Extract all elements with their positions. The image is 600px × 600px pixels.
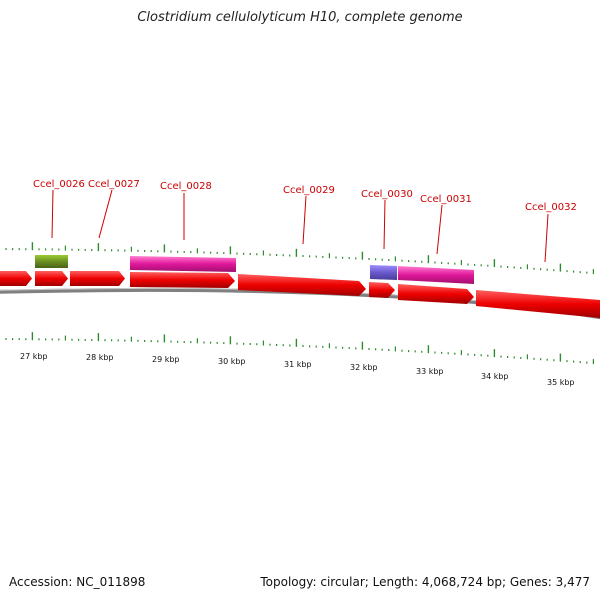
cds-arrow[interactable] [238, 274, 366, 296]
scale-label: 34 kbp [481, 372, 509, 381]
magenta-feature-block[interactable] [398, 266, 474, 284]
scale-label: 29 kbp [152, 355, 180, 364]
cds-arrow[interactable] [130, 272, 235, 288]
forward-strand-genes [0, 271, 600, 318]
gene-label[interactable]: Ccel_0031 [420, 194, 472, 205]
scale-label: 31 kbp [284, 360, 312, 369]
gene-leader-lines [51, 189, 549, 263]
cds-arrow[interactable] [369, 282, 395, 298]
purple-feature-block[interactable] [370, 265, 397, 280]
magenta-feature-block[interactable] [130, 256, 236, 272]
scale-label: 33 kbp [416, 367, 444, 376]
cds-arrow[interactable] [398, 284, 474, 304]
gene-labels: Ccel_0026 Ccel_0027 Ccel_0028 Ccel_0029 … [33, 179, 577, 213]
cds-arrow[interactable] [0, 271, 32, 286]
scale-label: 28 kbp [86, 353, 114, 362]
map-title: Clostridium cellulolyticum H10, complete… [137, 10, 463, 25]
accession-text: Accession: NC_011898 [9, 575, 146, 589]
scale-label: 27 kbp [20, 352, 48, 361]
gene-label[interactable]: Ccel_0027 [88, 179, 140, 190]
cds-arrow[interactable] [476, 290, 600, 318]
feature-blocks [35, 255, 474, 284]
gene-label[interactable]: Ccel_0032 [525, 202, 577, 213]
scale-label: 35 kbp [547, 378, 575, 387]
scale-label: 30 kbp [218, 357, 246, 366]
olive-feature-block[interactable] [35, 255, 68, 268]
gene-label[interactable]: Ccel_0026 [33, 179, 85, 190]
gene-label[interactable]: Ccel_0030 [361, 189, 413, 200]
inner-tick-marks [5, 332, 595, 365]
gene-label[interactable]: Ccel_0028 [160, 181, 212, 192]
scale-labels: 27 kbp 28 kbp 29 kbp 30 kbp 31 kbp 32 kb… [20, 352, 575, 387]
outer-tick-marks [5, 242, 595, 275]
gene-label[interactable]: Ccel_0029 [283, 185, 335, 196]
cds-arrow[interactable] [70, 271, 125, 286]
genome-summary-text: Topology: circular; Length: 4,068,724 bp… [260, 575, 590, 589]
cds-arrow[interactable] [35, 271, 68, 286]
scale-label: 32 kbp [350, 363, 378, 372]
